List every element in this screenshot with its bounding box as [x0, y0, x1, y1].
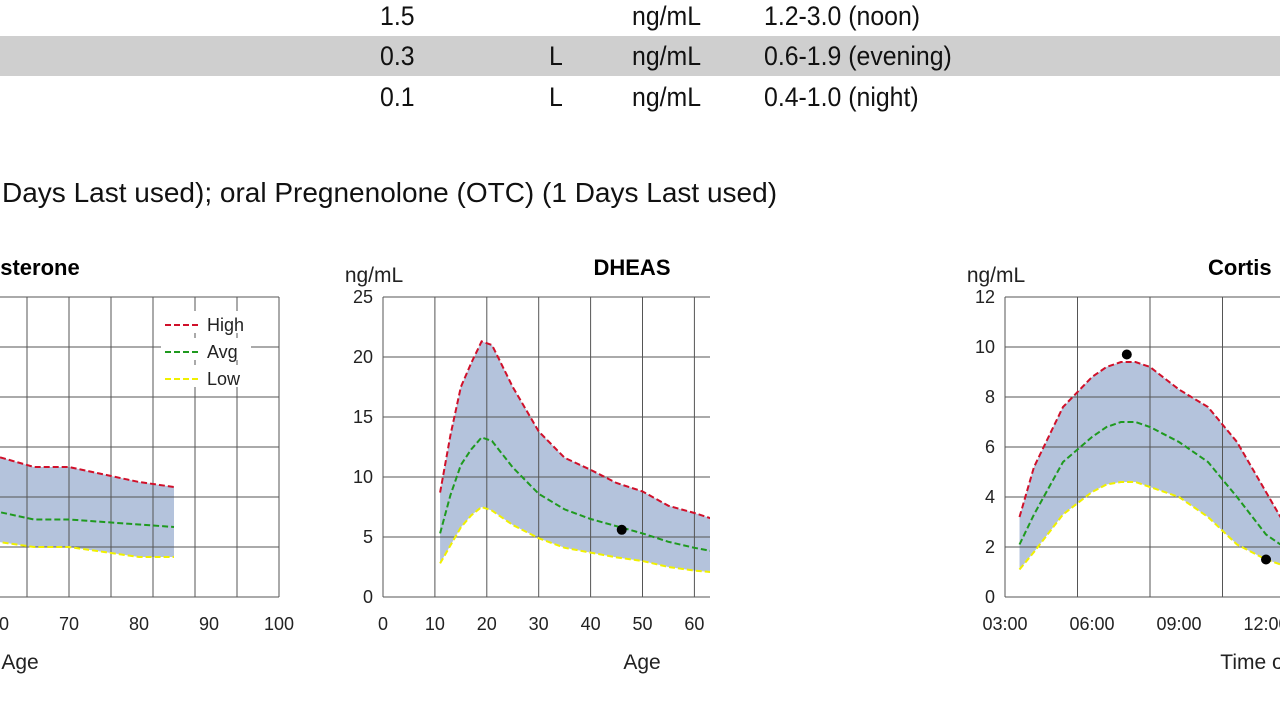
result-value: 0.3: [380, 41, 415, 71]
chart-title: sterone: [0, 255, 79, 280]
y-tick-label: 8: [985, 387, 995, 407]
patient-result-point: [1121, 349, 1132, 360]
x-axis-label: Age: [1, 651, 38, 674]
x-axis-label: Age: [623, 651, 660, 674]
legend-avg-label: Avg: [207, 342, 238, 362]
y-tick-label: 0: [985, 587, 995, 607]
x-tick-label: 30: [529, 614, 549, 634]
y-tick-label: 5: [363, 527, 373, 547]
result-flag: L: [549, 41, 563, 71]
series-line-avg: [439, 436, 710, 552]
chart-title: DHEAS: [593, 255, 670, 280]
y-tick-label: 10: [353, 467, 373, 487]
series-line-low: [1018, 481, 1280, 571]
y-tick-label: 10: [975, 337, 995, 357]
x-tick-label: 12:00: [1243, 614, 1280, 634]
x-tick-label: 60: [0, 614, 9, 634]
x-tick-label: 100: [264, 614, 294, 634]
x-tick-label: 03:00: [982, 614, 1027, 634]
x-tick-label: 50: [632, 614, 652, 634]
y-tick-label: 12: [975, 287, 995, 307]
result-range: 0.4-1.0 (night): [764, 82, 919, 112]
x-tick-label: 0: [378, 614, 388, 634]
x-tick-label: 80: [129, 614, 149, 634]
result-unit: ng/mL: [632, 82, 702, 112]
result-value: 1.5: [380, 1, 415, 31]
y-tick-label: 4: [985, 487, 995, 507]
series-line-avg: [1018, 421, 1280, 546]
x-tick-label: 10: [425, 614, 445, 634]
patient-result-point: [1261, 554, 1271, 565]
patient-result-point: [616, 524, 627, 535]
y-tick-label: 0: [363, 587, 373, 607]
x-tick-label: 09:00: [1156, 614, 1201, 634]
legend-low-label: Low: [207, 369, 241, 389]
supplement-note: Days Last used); oral Pregnenolone (OTC)…: [2, 177, 778, 208]
y-tick-label: 25: [353, 287, 373, 307]
table-row-noon: 1.5 ng/mL 1.2-3.0 (noon): [0, 0, 1280, 36]
y-tick-label: 20: [353, 347, 373, 367]
y-unit-label: ng/mL: [967, 264, 1025, 287]
result-unit: ng/mL: [632, 41, 702, 71]
series-line-high: [439, 340, 710, 520]
legend-high-bg: [161, 311, 251, 333]
result-range: 0.6-1.9 (evening): [764, 41, 952, 71]
chart-panel-left: 5060708090100AgesteroneHighAvgLow: [0, 250, 380, 690]
series-line-high: [1018, 361, 1280, 518]
legend-avg-bg: [161, 338, 251, 360]
table-row-evening: 0.3 L ng/mL 0.6-1.9 (evening): [0, 36, 1280, 76]
reference-band: [0, 457, 174, 557]
y-tick-label: 15: [353, 407, 373, 427]
x-tick-label: 60: [684, 614, 704, 634]
result-value: 0.1: [380, 82, 415, 112]
y-tick-label: 2: [985, 537, 995, 557]
y-unit-label: ng/mL: [345, 264, 403, 287]
chart-left-svg: 5060708090100AgesteroneHighAvgLow: [0, 255, 294, 674]
chart-title: Cortis: [1208, 255, 1272, 280]
result-range: 1.2-3.0 (noon): [764, 1, 921, 31]
x-tick-label: 40: [581, 614, 601, 634]
table-row-night: 0.1 L ng/mL 0.4-1.0 (night): [0, 77, 1280, 117]
x-tick-label: 20: [477, 614, 497, 634]
x-axis-label: Time o: [1220, 651, 1280, 674]
legend-low-bg: [161, 365, 251, 387]
x-tick-label: 90: [199, 614, 219, 634]
x-tick-label: 06:00: [1069, 614, 1114, 634]
x-tick-label: 70: [59, 614, 79, 634]
legend-high-label: High: [207, 315, 244, 335]
chart-panel-dheas: 01020304050607080901000510152025Ageng/mL…: [330, 250, 710, 690]
series-line-low: [439, 505, 710, 574]
chart-dheas-svg: 01020304050607080901000510152025Ageng/mL…: [345, 255, 710, 674]
series-line-low: [0, 541, 174, 558]
result-flag: L: [549, 82, 563, 112]
y-tick-label: 6: [985, 437, 995, 457]
series-line-avg: [0, 511, 175, 528]
result-unit: ng/mL: [632, 1, 702, 31]
